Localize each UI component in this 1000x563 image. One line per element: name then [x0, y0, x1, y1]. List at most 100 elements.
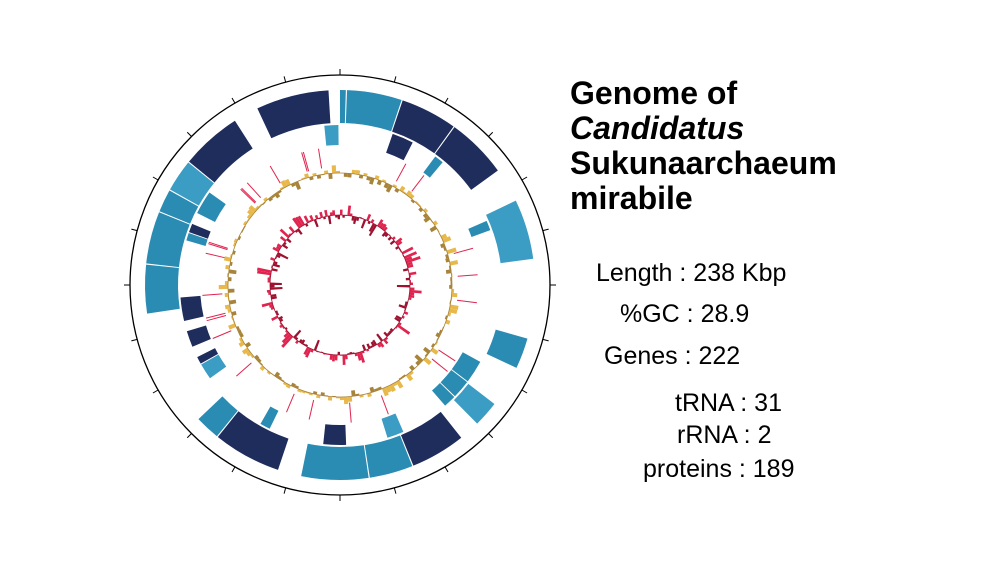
- profile-bar: [247, 209, 255, 217]
- rings: [124, 69, 556, 501]
- profile-bar: [279, 186, 284, 191]
- profile-bar: [448, 308, 458, 315]
- profile-bar: [327, 396, 333, 401]
- profile-bar: [295, 229, 299, 233]
- profile-bar: [237, 235, 242, 241]
- profile-bar: [424, 353, 429, 357]
- profile-bar: [430, 347, 439, 355]
- profile-bar: [271, 315, 279, 321]
- profile-bar: [281, 335, 294, 348]
- profile-bar: [445, 319, 451, 325]
- gene-block: [364, 435, 413, 478]
- profile-bar: [257, 267, 272, 273]
- stat: proteins : 189: [643, 455, 795, 483]
- profile-bar: [288, 226, 296, 233]
- profile-bar: [246, 218, 250, 223]
- profile-bar: [269, 304, 274, 308]
- profile-bar: [334, 354, 338, 361]
- rna-marker: [411, 175, 425, 192]
- profile-bar: [423, 208, 429, 214]
- profile-bar: [423, 346, 431, 354]
- profile-bar: [398, 304, 407, 309]
- profile-bar: [430, 343, 435, 348]
- profile-bar: [392, 236, 396, 241]
- profile-bar: [304, 173, 310, 179]
- rna-marker: [453, 247, 474, 255]
- profile-bar: [294, 216, 303, 227]
- profile-bar: [293, 329, 302, 339]
- profile-bar: [241, 229, 244, 233]
- profile-bar: [404, 301, 408, 305]
- gene-block: [440, 369, 468, 397]
- profile-bar: [396, 379, 404, 389]
- gene-block: [188, 120, 253, 183]
- gene-block: [257, 90, 331, 139]
- profile-bar: [423, 216, 431, 223]
- profile-bar: [328, 173, 333, 180]
- profile-bar: [281, 333, 292, 344]
- profile-bar: [432, 220, 438, 226]
- profile-bar: [228, 288, 235, 293]
- profile-bar: [323, 216, 326, 220]
- profile-bar: [270, 257, 276, 262]
- profile-bar: [385, 385, 392, 393]
- tick: [283, 487, 287, 494]
- profile-bar: [309, 214, 314, 222]
- profile-bar: [392, 381, 398, 387]
- rna-marker: [308, 399, 315, 420]
- gene-block: [197, 192, 226, 222]
- profile-bar: [305, 347, 312, 358]
- gene-block: [324, 125, 339, 146]
- rna-marker: [380, 395, 389, 415]
- profile-bar: [401, 246, 414, 255]
- profile-bar: [228, 277, 232, 282]
- profile-bar: [406, 261, 413, 266]
- profile-bar: [423, 356, 432, 366]
- gene-block: [451, 352, 481, 382]
- profile-bar: [403, 311, 409, 315]
- gene-block: [145, 264, 180, 314]
- profile-bar: [337, 351, 340, 355]
- profile-bar: [402, 191, 407, 195]
- profile-bar: [377, 219, 384, 227]
- gene-block: [260, 406, 279, 429]
- rna-marker: [208, 241, 228, 249]
- profile-bar: [356, 352, 362, 361]
- profile-bar: [258, 203, 263, 208]
- profile-bar: [342, 354, 346, 365]
- profile-bar: [282, 381, 288, 386]
- profile-bar: [349, 351, 353, 355]
- rna-marker: [202, 293, 223, 296]
- profile-bar: [331, 165, 337, 174]
- profile-bar: [395, 315, 402, 320]
- profile-bar: [284, 327, 288, 330]
- rna-marker: [438, 349, 456, 362]
- tick: [542, 228, 549, 232]
- profile-bar: [313, 219, 319, 228]
- title-line: Sukunaarchaeum: [570, 145, 837, 181]
- profile-bar: [284, 178, 291, 187]
- profile-bar: [275, 256, 278, 260]
- profile-bar: [396, 285, 410, 288]
- profile-bar: [451, 292, 458, 298]
- profile-bar: [343, 173, 348, 177]
- profile-bar: [405, 373, 414, 382]
- profile-bar: [351, 216, 355, 221]
- rna-marker: [240, 188, 256, 204]
- profile-bar: [271, 296, 277, 300]
- profile-bar: [408, 271, 417, 276]
- profile-bar: [361, 344, 367, 351]
- profile-bar: [449, 304, 459, 311]
- profile-bar: [280, 379, 285, 382]
- profile-bar: [409, 282, 413, 285]
- profile-bar: [402, 254, 404, 257]
- profile-bar: [308, 219, 312, 223]
- profile-bar: [373, 388, 379, 392]
- gene-block: [431, 382, 455, 406]
- profile-bar: [267, 279, 271, 283]
- rna-marker: [317, 148, 323, 169]
- profile-bar: [359, 351, 366, 363]
- gene-block: [186, 232, 208, 246]
- title-line: Genome of: [570, 75, 737, 111]
- rna-marker: [286, 393, 295, 413]
